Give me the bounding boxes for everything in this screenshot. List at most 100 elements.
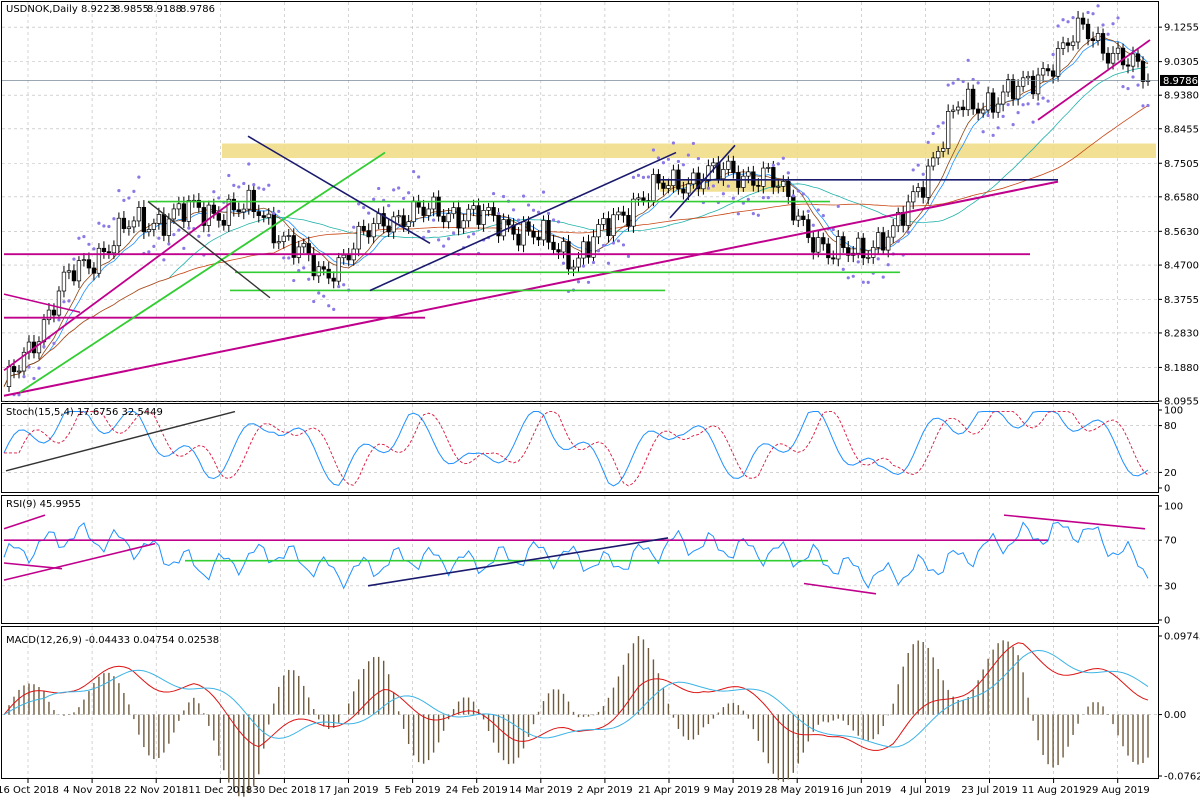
sar-dot	[17, 393, 21, 397]
x-tick-label: 28 May 2019	[765, 785, 830, 796]
candle-body	[980, 109, 986, 114]
sar-dot	[661, 161, 666, 165]
candle-body	[506, 219, 511, 226]
sar-dot	[466, 235, 471, 239]
candle-body	[891, 225, 896, 238]
sar-dot	[916, 163, 920, 167]
candle-body	[151, 222, 157, 230]
candle-body	[386, 225, 391, 233]
sar-dot	[57, 318, 61, 322]
sar-dot	[726, 184, 730, 188]
sar-dot	[831, 227, 835, 232]
macd-tick-label: 0.09745	[1164, 632, 1200, 643]
sar-dot	[676, 159, 681, 164]
candle-body	[1140, 60, 1146, 82]
candle-body	[461, 220, 466, 229]
candle-body	[636, 197, 641, 200]
candle-body	[61, 271, 67, 292]
sar-dot	[521, 194, 526, 198]
sar-dot	[1001, 114, 1005, 118]
candle-body	[491, 207, 496, 216]
sar-dot	[292, 278, 296, 283]
candle-body	[746, 171, 751, 177]
candle-body	[721, 169, 726, 180]
candle-body	[536, 236, 541, 241]
sar-dot	[561, 261, 566, 265]
sar-dot	[841, 267, 845, 271]
candle-body	[431, 196, 436, 210]
green-uptrend-line	[19, 151, 386, 393]
candle-body	[771, 167, 776, 188]
candle-body	[446, 213, 451, 223]
trend-lines[interactable]	[3, 39, 1151, 397]
ma-brown	[3, 35, 1149, 387]
sar-dot	[332, 307, 336, 312]
sar-dot	[886, 263, 890, 267]
sar-dot	[322, 294, 326, 298]
sar-dot	[756, 213, 760, 217]
rsi-early-flat-line	[3, 562, 63, 570]
sar-dot	[372, 197, 376, 201]
candle-body	[161, 214, 167, 236]
sar-dot	[666, 157, 671, 161]
candle-body	[741, 175, 746, 188]
sar-dot	[312, 299, 316, 304]
candle-body	[11, 366, 17, 372]
candle-body	[1035, 74, 1041, 95]
rsi-label: RSI(9) 45.9955	[6, 499, 81, 510]
candle-body	[126, 226, 132, 229]
candle-body	[1120, 47, 1126, 66]
candle-body	[1020, 77, 1026, 87]
x-tick-label: 5 Feb 2019	[385, 785, 441, 796]
sar-dot	[746, 197, 750, 202]
x-tick-label: 9 May 2019	[704, 785, 763, 796]
sar-dot	[696, 156, 700, 161]
sar-dot	[242, 181, 246, 186]
sar-dot	[546, 211, 551, 215]
candle-body	[261, 215, 266, 218]
candle-body	[761, 167, 766, 187]
sar-dot	[801, 192, 805, 196]
sar-dot	[22, 375, 26, 379]
sar-dot	[342, 283, 346, 287]
sar-dot	[1061, 18, 1065, 22]
candle-body	[211, 204, 216, 214]
candle-body	[246, 189, 251, 210]
macd-signal-line	[3, 649, 1149, 748]
candle-body	[196, 199, 201, 208]
sar-dot	[556, 220, 561, 224]
candle-body	[1025, 75, 1031, 79]
candle-body	[561, 241, 566, 253]
candle-body	[101, 247, 107, 253]
candle-body	[181, 203, 186, 222]
candle-body	[116, 217, 122, 247]
candle-body	[1090, 38, 1096, 42]
sar-dot	[541, 190, 546, 194]
candle-body	[186, 200, 191, 222]
candle-body	[866, 257, 871, 259]
sar-dot	[1111, 22, 1115, 26]
candle-body	[16, 370, 22, 373]
sar-dot	[861, 280, 865, 284]
gray-downtrend-line	[147, 201, 271, 299]
candle-body	[966, 88, 971, 111]
candle-body	[141, 207, 147, 233]
x-tick-label: 24 Feb 2019	[446, 785, 508, 796]
sar-dot	[811, 223, 815, 227]
sar-dot	[721, 192, 725, 196]
sar-dot	[776, 162, 780, 166]
sar-dot	[1046, 99, 1050, 103]
macd-label: MACD(12,26,9) -0.04433 0.04754 0.02538	[6, 635, 219, 646]
candle-body	[995, 103, 1001, 113]
x-tick-label: 14 Mar 2019	[509, 785, 572, 796]
rsi-line	[2, 514, 1158, 595]
candle-body	[631, 198, 636, 227]
sar-dot	[1136, 83, 1140, 87]
sar-dot	[1031, 120, 1035, 124]
long-support-trendline	[3, 180, 1059, 397]
candle-body	[586, 241, 591, 258]
candle-body	[526, 221, 531, 232]
candle-body	[356, 225, 361, 250]
